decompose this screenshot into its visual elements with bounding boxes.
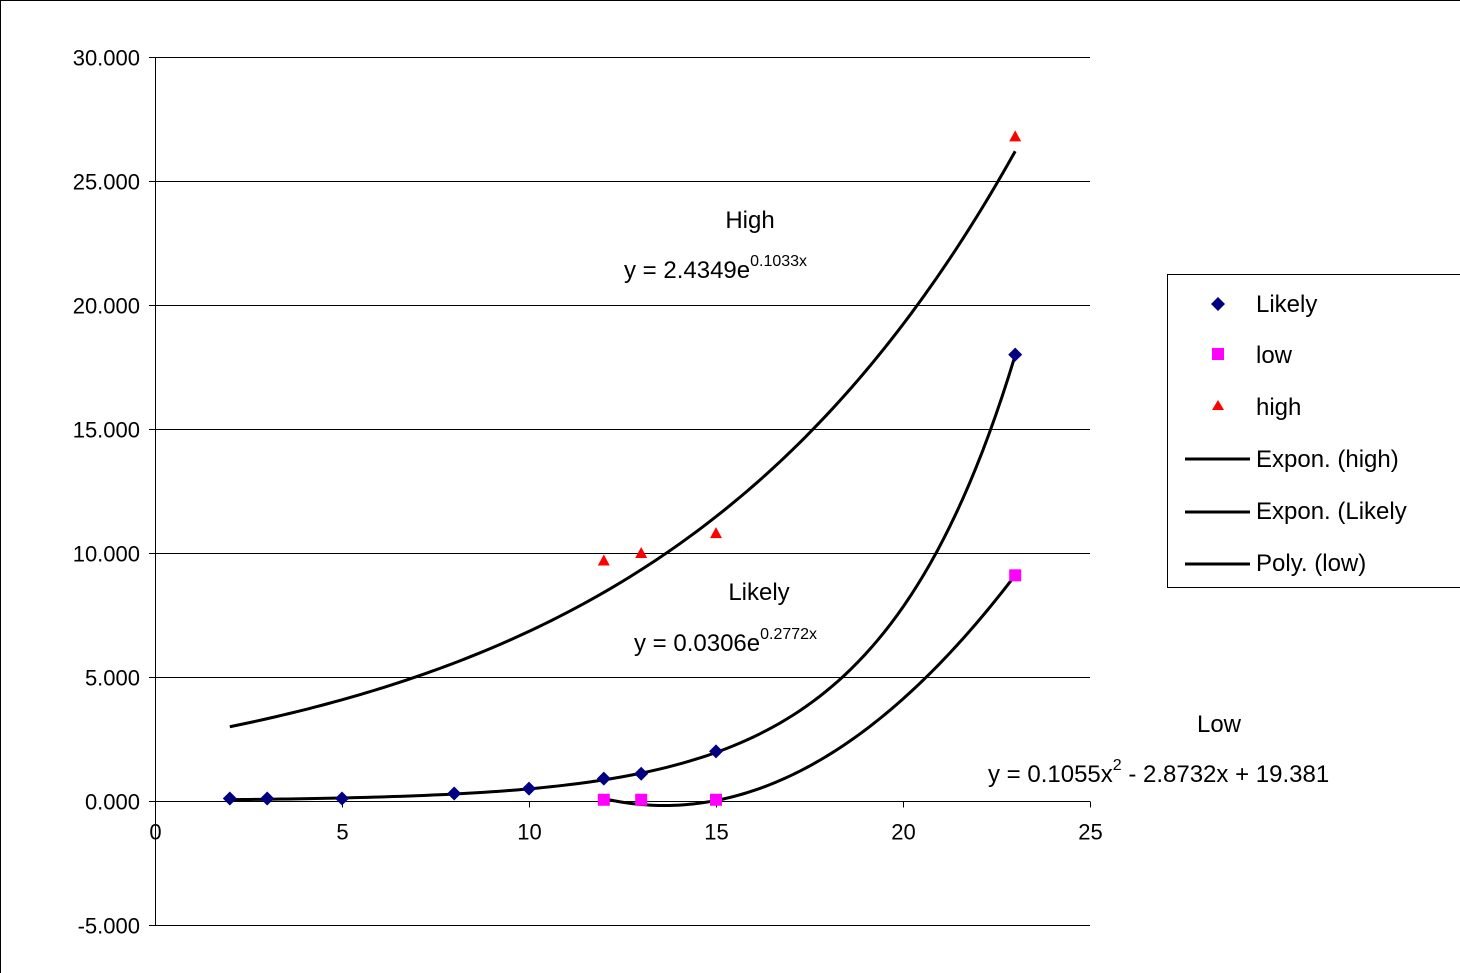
legend-label-poly-low: Poly. (low) xyxy=(1256,550,1366,577)
trendline-1 xyxy=(229,354,1017,802)
trendline-0 xyxy=(229,150,1017,729)
data-points xyxy=(222,130,1023,806)
point-low xyxy=(635,793,648,806)
legend-triangle-icon xyxy=(1212,400,1224,410)
annotation-high: High y = 2.4349e0.1033x xyxy=(624,207,807,284)
point-low xyxy=(597,793,610,806)
annotation-low: Low y = 0.1055x2 - 2.8732x + 19.381 xyxy=(988,711,1329,788)
legend-label-expon-likely: Expon. (Likely xyxy=(1256,498,1407,525)
legend-item-poly-low: Poly. (low) xyxy=(1185,550,1366,577)
point-likely xyxy=(222,791,237,806)
legend-label-expon-high: Expon. (high) xyxy=(1256,446,1399,473)
legend-label-low: low xyxy=(1256,342,1293,369)
legend-label-high: high xyxy=(1256,394,1301,421)
legend-item-high: high xyxy=(1212,394,1301,421)
y-tick-label: -5.000 xyxy=(78,914,140,939)
point-high xyxy=(597,554,610,566)
legend-item-likely: Likely xyxy=(1211,291,1317,318)
x-tick-label: 25 xyxy=(1078,820,1102,845)
point-low xyxy=(1009,569,1022,582)
legend-diamond-icon xyxy=(1211,297,1225,311)
x-tick-label: 5 xyxy=(336,820,348,845)
point-likely xyxy=(596,771,611,786)
point-high xyxy=(710,527,722,539)
annotation-low-label: Low xyxy=(1197,711,1242,738)
legend-item-low: low xyxy=(1212,342,1293,369)
annotation-high-equation: y = 2.4349e0.1033x xyxy=(624,253,807,284)
legend-box xyxy=(1167,274,1460,588)
x-tick-label: 0 xyxy=(149,820,161,845)
y-tick-label: 0.000 xyxy=(85,790,140,815)
legend-label-likely: Likely xyxy=(1256,291,1317,318)
legend-square-icon xyxy=(1212,348,1224,360)
point-likely xyxy=(522,781,536,796)
legend-item-expon-likely: Expon. (Likely xyxy=(1185,498,1407,525)
point-likely xyxy=(634,766,649,781)
annotation-low-equation: y = 0.1055x2 - 2.8732x + 19.381 xyxy=(988,757,1329,788)
x-tick-label: 20 xyxy=(891,820,915,845)
annotation-likely-equation: y = 0.0306e0.2772x xyxy=(634,626,817,657)
y-tick-label: 30.000 xyxy=(73,46,140,71)
y-tick-label: 15.000 xyxy=(73,418,140,443)
point-likely xyxy=(447,786,462,801)
annotation-high-label: High xyxy=(725,207,774,234)
y-tick-label: 10.000 xyxy=(73,542,140,567)
y-tick-label: 25.000 xyxy=(73,170,140,195)
annotation-likely-label: Likely xyxy=(728,579,789,606)
annotation-likely: Likely y = 0.0306e0.2772x xyxy=(634,579,817,657)
axes: -5.000 0.000 5.000 10.000 15.000 20.000 25.000… xyxy=(73,46,1103,939)
point-likely xyxy=(1008,347,1023,362)
trendlines xyxy=(229,150,1017,807)
point-likely xyxy=(335,791,349,806)
x-tick-label: 15 xyxy=(704,820,728,845)
x-tick-label: 10 xyxy=(517,820,541,845)
trendline-2 xyxy=(603,574,1017,807)
point-likely xyxy=(709,744,723,759)
point-high xyxy=(635,547,648,558)
point-high xyxy=(1009,130,1022,142)
point-likely xyxy=(260,791,275,806)
legend: Likely low high Expon. (high) Expon. (Li… xyxy=(1167,274,1460,588)
y-tick-label: 20.000 xyxy=(73,294,140,319)
legend-item-expon-high: Expon. (high) xyxy=(1185,446,1399,473)
point-low xyxy=(710,793,722,806)
y-tick-label: 5.000 xyxy=(85,666,140,691)
